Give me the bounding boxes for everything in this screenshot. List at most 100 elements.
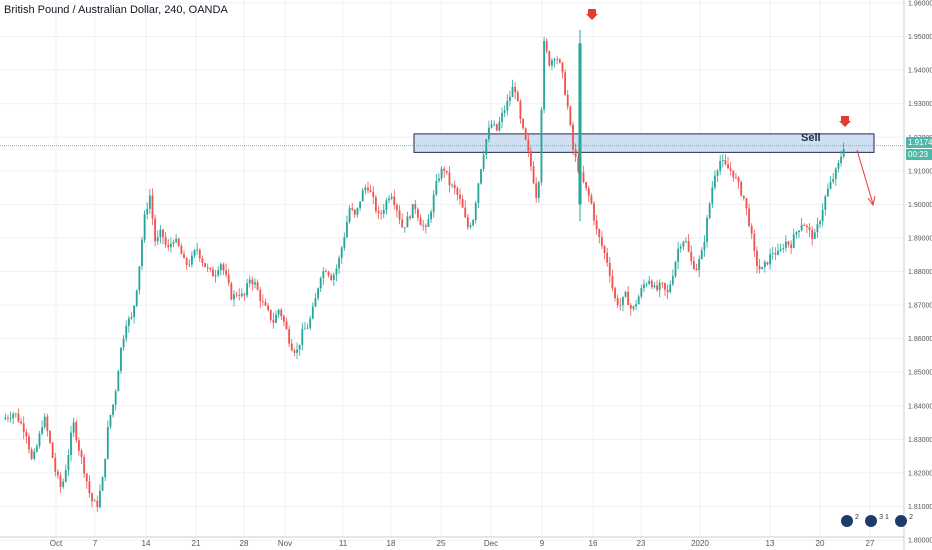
- x-tick-label: 14: [142, 539, 151, 548]
- candle-body: [133, 305, 136, 318]
- candle-body: [183, 254, 185, 259]
- candle-body: [422, 225, 425, 226]
- candle-body: [162, 229, 164, 237]
- candle-body: [545, 41, 548, 52]
- candle-body: [787, 241, 790, 245]
- candle-body: [495, 124, 498, 131]
- candle-body: [480, 169, 482, 184]
- candle-body: [756, 250, 758, 267]
- candle-body: [7, 417, 9, 419]
- candle-body: [729, 168, 732, 171]
- candle-body: [600, 237, 603, 247]
- candle-body: [805, 225, 808, 228]
- candle-body: [206, 266, 209, 269]
- candle-body: [632, 306, 635, 309]
- candle-body: [28, 436, 30, 450]
- candle-body: [138, 266, 141, 291]
- candle-body: [543, 41, 545, 110]
- candle-body: [96, 500, 99, 507]
- flag-icon[interactable]: [895, 514, 908, 527]
- candle-body: [248, 279, 251, 284]
- candle-body: [340, 247, 343, 258]
- candle-body: [406, 216, 409, 228]
- candle-body: [530, 151, 532, 167]
- last-price-label: 1.91748: [906, 137, 932, 148]
- candle-body: [146, 208, 149, 215]
- candle-body: [88, 481, 91, 494]
- candle-body: [666, 289, 669, 293]
- candle-body: [9, 418, 12, 420]
- candle-body: [516, 92, 519, 102]
- candle-body: [364, 187, 367, 191]
- candle-body: [727, 164, 729, 169]
- candle-body: [763, 261, 766, 268]
- candle-body: [622, 296, 624, 306]
- candle-body: [254, 282, 256, 285]
- candle-body: [716, 170, 719, 176]
- candle-body: [706, 217, 708, 242]
- candle-body: [275, 314, 277, 323]
- flag-icon[interactable]: [841, 514, 853, 527]
- candle-body: [661, 282, 664, 284]
- candle-body: [548, 51, 551, 66]
- candle-body: [46, 416, 49, 431]
- candle-body: [288, 329, 291, 344]
- x-tick-label: 9: [540, 539, 545, 548]
- candle-body: [624, 291, 627, 297]
- candle-body: [637, 296, 640, 305]
- candle-body: [769, 254, 772, 265]
- candle-body: [154, 218, 157, 242]
- candle-body: [430, 211, 432, 220]
- candle-body: [590, 195, 593, 204]
- candle-body: [122, 338, 125, 348]
- candle-body: [577, 156, 580, 172]
- candle-body: [635, 304, 637, 307]
- candle-body: [30, 449, 33, 459]
- candle-body: [795, 232, 798, 235]
- x-tick-label: 11: [339, 539, 348, 548]
- candle-body: [800, 224, 803, 231]
- candle-body: [753, 233, 756, 251]
- candle-body: [777, 250, 779, 255]
- candle-body: [267, 305, 270, 310]
- candle-body: [56, 471, 59, 476]
- y-tick-label: 1.86000: [908, 336, 932, 343]
- y-tick-label: 1.81000: [908, 504, 932, 511]
- candle-body: [25, 432, 28, 437]
- candle-body: [335, 268, 338, 275]
- candle-body: [598, 229, 601, 238]
- candle-body: [821, 209, 824, 222]
- x-tick-label: 27: [866, 539, 875, 548]
- candle-body: [367, 187, 369, 191]
- projection-arrow-head: [867, 195, 876, 207]
- candle-body: [474, 202, 477, 221]
- candle-body: [629, 305, 632, 309]
- candle-body: [38, 433, 41, 447]
- candle-body: [72, 422, 75, 433]
- candle-body: [204, 263, 206, 267]
- flag-icon[interactable]: [865, 514, 878, 527]
- y-tick-label: 1.85000: [908, 370, 932, 377]
- event-badges[interactable]: 2 3 1 2: [841, 514, 917, 527]
- candle-body: [606, 253, 609, 263]
- candle-body: [332, 274, 335, 281]
- candle-body: [85, 473, 88, 482]
- candle-body: [198, 249, 201, 259]
- candle-body: [832, 179, 835, 182]
- candle-body: [585, 182, 588, 189]
- candle-body: [742, 195, 745, 199]
- candle-body: [403, 227, 406, 228]
- candle-body: [280, 309, 283, 317]
- candle-body: [485, 139, 488, 155]
- x-tick-label: Nov: [278, 539, 292, 548]
- candle-body: [682, 241, 685, 247]
- candle-body: [217, 270, 220, 276]
- candle-body: [614, 288, 616, 299]
- candle-body: [43, 416, 46, 428]
- candle-body: [553, 59, 556, 61]
- candle-body: [432, 194, 435, 212]
- projection-arrow-line: [856, 149, 874, 205]
- candle-body: [692, 260, 695, 269]
- candle-body: [269, 309, 272, 320]
